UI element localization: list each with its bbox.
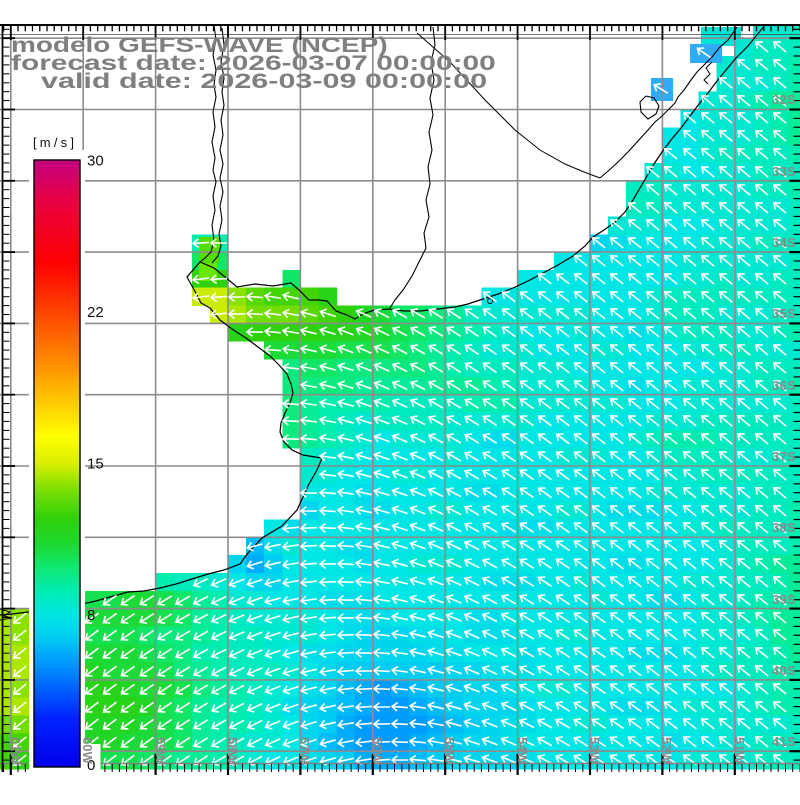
svg-text:30: 30 bbox=[87, 153, 104, 170]
svg-text:34S: 34S bbox=[772, 236, 796, 250]
svg-text:51W: 51W bbox=[732, 737, 747, 764]
svg-text:37S: 37S bbox=[772, 450, 796, 464]
svg-text:forecast date: 2026-03-07 00:0: forecast date: 2026-03-07 00:00:00 bbox=[11, 50, 496, 75]
svg-text:52W: 52W bbox=[659, 737, 674, 764]
svg-text:22: 22 bbox=[87, 304, 104, 321]
svg-text:36S: 36S bbox=[772, 379, 796, 393]
svg-text:39S: 39S bbox=[772, 593, 796, 607]
svg-text:8: 8 bbox=[87, 607, 95, 624]
svg-text:41S: 41S bbox=[772, 735, 796, 749]
svg-text:modelo GEFS-WAVE (NCEP): modelo GEFS-WAVE (NCEP) bbox=[11, 33, 388, 57]
svg-text:valid date: 2026-03-09 00:00:0: valid date: 2026-03-09 00:00:00 bbox=[41, 68, 487, 92]
svg-text:33S: 33S bbox=[772, 165, 796, 179]
svg-text:53W: 53W bbox=[587, 737, 602, 764]
svg-text:55W: 55W bbox=[442, 737, 457, 764]
svg-text:60W: 60W bbox=[80, 737, 95, 764]
svg-text:0: 0 bbox=[87, 757, 95, 774]
svg-text:15: 15 bbox=[87, 456, 104, 473]
svg-text:32S: 32S bbox=[772, 93, 796, 107]
svg-text:57W: 57W bbox=[297, 737, 312, 764]
svg-text:56W: 56W bbox=[370, 737, 385, 764]
svg-text:[m/s]: [m/s] bbox=[33, 135, 77, 150]
svg-text:38S: 38S bbox=[772, 521, 796, 535]
svg-text:35S: 35S bbox=[772, 307, 796, 321]
svg-text:40S: 40S bbox=[772, 664, 796, 678]
svg-text:59W: 59W bbox=[153, 737, 168, 764]
svg-text:58W: 58W bbox=[225, 737, 240, 764]
svg-text:54W: 54W bbox=[515, 737, 530, 764]
svg-text:61W: 61W bbox=[8, 737, 23, 764]
